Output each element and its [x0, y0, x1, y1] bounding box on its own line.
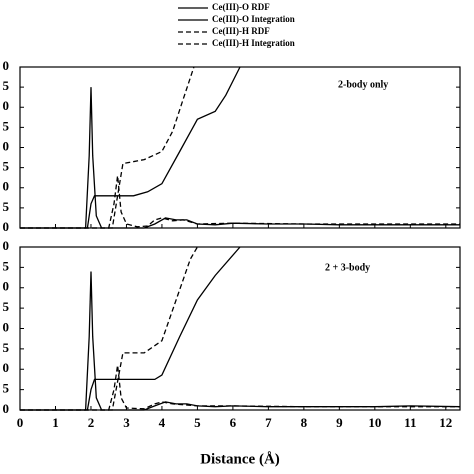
legend-label: Ce(III)-O Integration	[212, 14, 295, 24]
y-tick-label: 0	[3, 219, 10, 234]
series-line	[20, 87, 460, 229]
x-tick-label: 10	[368, 415, 381, 430]
x-tick-label: 1	[52, 415, 59, 430]
y-tick-label: 0	[3, 138, 10, 153]
plot-frame	[19, 246, 461, 411]
legend-label: Ce(III)-H Integration	[212, 38, 295, 48]
x-tick-label: 7	[265, 415, 272, 430]
y-tick-label: 0	[3, 360, 10, 375]
x-tick-label: 4	[159, 415, 166, 430]
x-tick-label: 3	[123, 415, 130, 430]
series-line	[20, 66, 195, 229]
x-tick-label: 6	[230, 415, 237, 430]
y-tick-label: 5	[3, 299, 10, 314]
x-tick-label: 11	[404, 415, 416, 430]
plot-frame	[19, 66, 461, 229]
y-tick-label: 5	[3, 340, 10, 355]
x-tick-label: 0	[17, 415, 24, 430]
y-tick-label: 0	[3, 319, 10, 334]
y-tick-label: 0	[3, 238, 10, 253]
y-tick-label: 0	[3, 279, 10, 294]
x-tick-label: 5	[194, 415, 201, 430]
y-tick-label: 5	[3, 78, 10, 93]
y-tick-label: 5	[3, 381, 10, 396]
annotation: 2 + 3-body	[325, 262, 370, 273]
series-line	[20, 246, 241, 411]
x-tick-label: 12	[439, 415, 452, 430]
x-tick-label: 9	[336, 415, 343, 430]
annotation: 2-body only	[338, 79, 388, 90]
y-tick-label: 5	[3, 199, 10, 214]
legend-label: Ce(III)-O RDF	[212, 2, 270, 12]
y-tick-label: 5	[3, 118, 10, 133]
series-line	[20, 246, 198, 411]
series-line	[20, 271, 461, 411]
series-line	[20, 175, 460, 229]
y-tick-label: 0	[3, 58, 10, 73]
legend-label: Ce(III)-H RDF	[212, 26, 270, 36]
y-tick-label: 5	[3, 258, 10, 273]
x-axis-label: Distance (Å)	[200, 451, 280, 467]
series-line	[20, 365, 460, 411]
y-tick-label: 5	[3, 159, 10, 174]
y-tick-label: 0	[3, 98, 10, 113]
x-tick-label: 8	[301, 415, 308, 430]
series-line	[20, 66, 241, 229]
y-tick-label: 0	[3, 179, 10, 194]
x-tick-label: 2	[88, 415, 95, 430]
y-tick-label: 0	[3, 401, 10, 416]
